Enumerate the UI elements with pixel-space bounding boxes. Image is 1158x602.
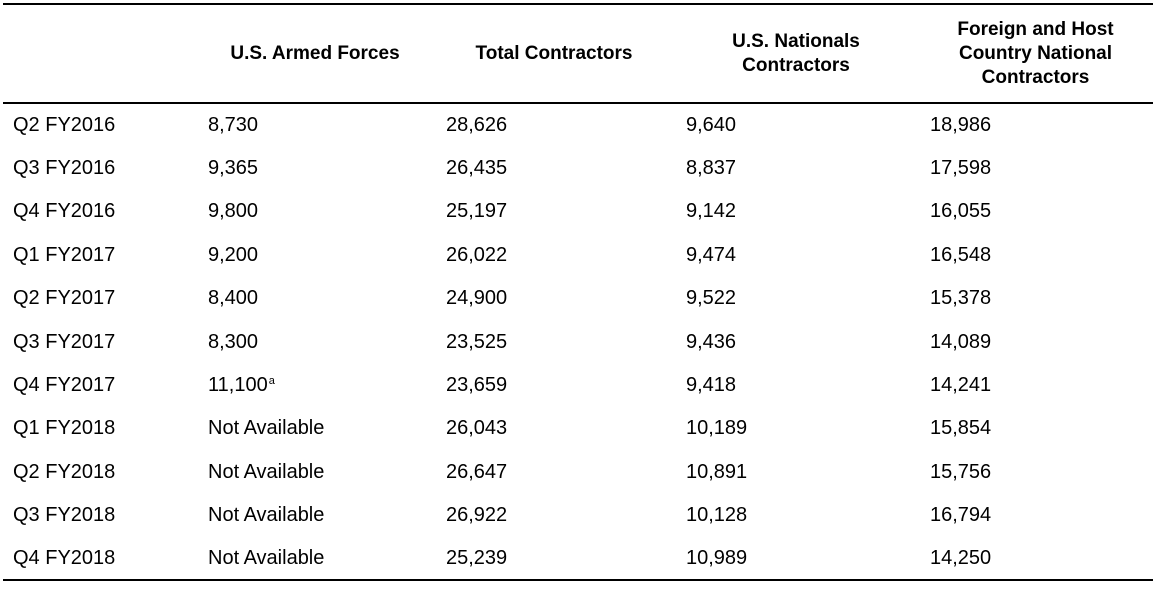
cell-quarter: Q3 FY2017 bbox=[13, 330, 116, 353]
table-row: Q4 FY2016 9,800 25,197 9,142 16,055 bbox=[3, 190, 1153, 233]
cell-total-contractors: 25,239 bbox=[434, 536, 674, 582]
table-header: U.S. Armed Forces Total Contractors U.S.… bbox=[3, 4, 1153, 103]
armed-forces-value: 11,100 bbox=[208, 374, 268, 397]
header-total-contractors: Total Contractors bbox=[475, 42, 633, 64]
cell-us-nationals: 10,989 bbox=[674, 536, 918, 582]
cell-total-contractors: 26,647 bbox=[446, 460, 508, 483]
cell-armed-forces: 9,365 bbox=[196, 146, 434, 189]
cell-armed-forces: 8,730 bbox=[196, 103, 434, 146]
table-row: Q1 FY2018 Not Available 26,043 10,189 15… bbox=[3, 407, 1153, 450]
table-row: Q2 FY2016 8,730 28,626 9,640 18,986 bbox=[3, 103, 1153, 146]
cell-foreign-host: 14,089 bbox=[930, 330, 992, 353]
cell-armed-forces: Not Available bbox=[196, 450, 434, 493]
armed-forces-value: 8,300 bbox=[208, 330, 259, 353]
cell-armed-forces: 11,100a bbox=[196, 363, 434, 406]
cell-foreign-host: 14,241 bbox=[930, 374, 992, 397]
cell-us-nationals: 9,474 bbox=[686, 243, 737, 266]
cell-quarter: Q4 FY2017 bbox=[13, 374, 116, 397]
armed-forces-value: Not Available bbox=[208, 460, 325, 483]
table-row: Q2 FY2018 Not Available 26,647 10,891 15… bbox=[3, 450, 1153, 493]
personnel-table: U.S. Armed Forces Total Contractors U.S.… bbox=[3, 3, 1153, 582]
cell-us-nationals: 9,522 bbox=[686, 287, 737, 310]
cell-us-nationals: 10,891 bbox=[686, 460, 748, 483]
cell-quarter: Q2 FY2018 bbox=[13, 460, 116, 483]
cell-foreign-host: 18,986 bbox=[930, 114, 992, 137]
table-row: Q4 FY2018 Not Available 25,239 10,989 14… bbox=[3, 536, 1153, 582]
cell-foreign-host: 16,548 bbox=[930, 243, 992, 266]
cell-us-nationals: 9,436 bbox=[686, 330, 737, 353]
cell-us-nationals: 8,837 bbox=[686, 157, 737, 180]
cell-total-contractors: 23,659 bbox=[446, 374, 508, 397]
table-row: Q1 FY2017 9,200 26,022 9,474 16,548 bbox=[3, 233, 1153, 276]
cell-foreign-host: 16,794 bbox=[930, 504, 992, 527]
cell-armed-forces: 9,200 bbox=[196, 233, 434, 276]
cell-quarter: Q3 FY2018 bbox=[13, 504, 116, 527]
cell-quarter: Q4 FY2018 bbox=[3, 536, 196, 582]
cell-armed-forces: 8,400 bbox=[196, 277, 434, 320]
cell-foreign-host: 14,250 bbox=[918, 536, 1153, 582]
cell-armed-forces: 9,800 bbox=[196, 190, 434, 233]
data-table-container: U.S. Armed Forces Total Contractors U.S.… bbox=[3, 3, 1153, 582]
cell-us-nationals: 10,189 bbox=[686, 417, 748, 440]
cell-total-contractors: 26,435 bbox=[446, 157, 508, 180]
footnote-marker: a bbox=[268, 375, 275, 388]
table-row: Q4 FY2017 11,100a 23,659 9,418 14,241 bbox=[3, 363, 1153, 406]
cell-quarter: Q1 FY2017 bbox=[13, 243, 116, 266]
cell-armed-forces: Not Available bbox=[196, 536, 434, 582]
table-row: Q3 FY2016 9,365 26,435 8,837 17,598 bbox=[3, 146, 1153, 189]
cell-total-contractors: 26,043 bbox=[446, 417, 508, 440]
cell-armed-forces: 8,300 bbox=[196, 320, 434, 363]
cell-us-nationals: 9,418 bbox=[686, 374, 737, 397]
cell-total-contractors: 23,525 bbox=[446, 330, 508, 353]
header-row: U.S. Armed Forces Total Contractors U.S.… bbox=[3, 4, 1153, 103]
armed-forces-value: 9,200 bbox=[208, 243, 259, 266]
header-foreign-host: Foreign and Host Country National Contra… bbox=[957, 18, 1114, 88]
header-us-nationals: U.S. Nationals Contractors bbox=[732, 30, 860, 76]
table-body: Q2 FY2016 8,730 28,626 9,640 18,986 Q3 F… bbox=[3, 103, 1153, 582]
table-row: Q2 FY2017 8,400 24,900 9,522 15,378 bbox=[3, 277, 1153, 320]
armed-forces-value: 8,730 bbox=[208, 114, 259, 137]
cell-armed-forces: Not Available bbox=[196, 407, 434, 450]
cell-foreign-host: 15,756 bbox=[930, 460, 992, 483]
cell-quarter: Q1 FY2018 bbox=[13, 417, 116, 440]
cell-quarter: Q2 FY2016 bbox=[13, 114, 116, 137]
cell-total-contractors: 28,626 bbox=[446, 114, 508, 137]
cell-foreign-host: 15,378 bbox=[930, 287, 992, 310]
cell-total-contractors: 26,022 bbox=[446, 243, 508, 266]
header-quarter bbox=[3, 4, 196, 103]
cell-total-contractors: 25,197 bbox=[446, 200, 508, 223]
armed-forces-value: 8,400 bbox=[208, 287, 259, 310]
cell-foreign-host: 16,055 bbox=[930, 200, 992, 223]
armed-forces-value: 9,365 bbox=[208, 157, 259, 180]
header-armed-forces: U.S. Armed Forces bbox=[230, 42, 400, 64]
armed-forces-value: Not Available bbox=[208, 547, 325, 570]
armed-forces-value: Not Available bbox=[208, 504, 325, 527]
cell-total-contractors: 24,900 bbox=[446, 287, 508, 310]
armed-forces-value: Not Available bbox=[208, 417, 325, 440]
armed-forces-value: 9,800 bbox=[208, 200, 259, 223]
cell-armed-forces: Not Available bbox=[196, 494, 434, 537]
table-row: Q3 FY2017 8,300 23,525 9,436 14,089 bbox=[3, 320, 1153, 363]
cell-foreign-host: 17,598 bbox=[930, 157, 992, 180]
cell-foreign-host: 15,854 bbox=[930, 417, 992, 440]
table-row: Q3 FY2018 Not Available 26,922 10,128 16… bbox=[3, 494, 1153, 537]
cell-quarter: Q2 FY2017 bbox=[13, 287, 116, 310]
cell-us-nationals: 9,142 bbox=[686, 200, 737, 223]
cell-quarter: Q3 FY2016 bbox=[13, 157, 116, 180]
cell-quarter: Q4 FY2016 bbox=[13, 200, 116, 223]
cell-us-nationals: 9,640 bbox=[686, 114, 737, 137]
cell-us-nationals: 10,128 bbox=[686, 504, 748, 527]
cell-total-contractors: 26,922 bbox=[446, 504, 508, 527]
